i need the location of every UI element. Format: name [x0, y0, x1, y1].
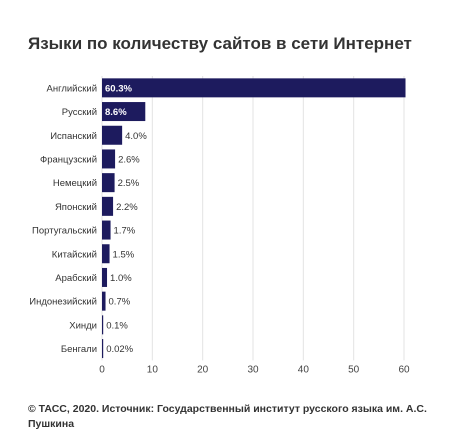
source-note: © ТАСС, 2020. Источник: Государственный …	[28, 403, 427, 430]
category-label: Немецкий	[53, 178, 97, 189]
value-label: 0.02%	[106, 344, 133, 355]
category-label: Индонезийский	[29, 297, 97, 308]
value-label: 0.7%	[109, 297, 131, 308]
category-label: Хинди	[69, 320, 97, 331]
x-tick-label: 40	[298, 364, 310, 375]
bar-chart: Английский Русский Испанский Французский Нем…	[29, 76, 410, 375]
value-label: 0.1%	[106, 320, 128, 331]
value-label: 1.5%	[113, 249, 135, 260]
bar	[102, 125, 123, 145]
bar	[102, 102, 146, 122]
bar	[102, 149, 116, 169]
chart-title: Языки по количеству сайтов в сети Интерн…	[28, 34, 412, 53]
bar	[102, 315, 104, 335]
x-tick-labels: 0 10 20 30 40 50 60	[99, 364, 410, 375]
value-labels: 60.3% 8.6% 4.0% 2.6% 2.5% 2.2% 1.7% 1.5% 1.0% 0.7…	[105, 83, 147, 355]
value-label: 60.3%	[105, 83, 132, 94]
x-tick-label: 50	[348, 364, 360, 375]
x-tick-label: 10	[147, 364, 159, 375]
x-tick-label: 30	[247, 364, 259, 375]
bar	[102, 244, 110, 264]
value-label: 2.2%	[116, 202, 138, 213]
category-label: Бенгали	[61, 344, 97, 355]
bar	[102, 267, 108, 287]
bar	[102, 291, 106, 311]
value-label: 2.6%	[118, 154, 140, 165]
category-label: Испанский	[50, 131, 97, 142]
value-label: 1.0%	[110, 273, 132, 284]
value-label: 4.0%	[125, 131, 147, 142]
category-label: Русский	[62, 107, 97, 118]
bar	[102, 220, 111, 240]
grid-lines	[101, 76, 405, 361]
x-tick-label: 60	[398, 364, 410, 375]
value-label: 2.5%	[118, 178, 140, 189]
category-label: Арабский	[55, 273, 97, 284]
bar	[102, 173, 115, 193]
x-tick-label: 0	[99, 364, 105, 375]
bar	[102, 196, 114, 216]
bar	[102, 339, 104, 359]
bars	[102, 78, 406, 359]
value-label: 8.6%	[105, 107, 127, 118]
value-label: 1.7%	[114, 226, 136, 237]
category-labels: Английский Русский Испанский Французский Нем…	[29, 83, 97, 355]
category-label: Португальский	[32, 226, 97, 237]
bar	[102, 78, 406, 98]
category-label: Английский	[46, 83, 97, 94]
category-label: Японский	[55, 202, 97, 213]
x-tick-label: 20	[197, 364, 209, 375]
category-label: Французский	[40, 154, 97, 165]
category-label: Китайский	[52, 249, 97, 260]
